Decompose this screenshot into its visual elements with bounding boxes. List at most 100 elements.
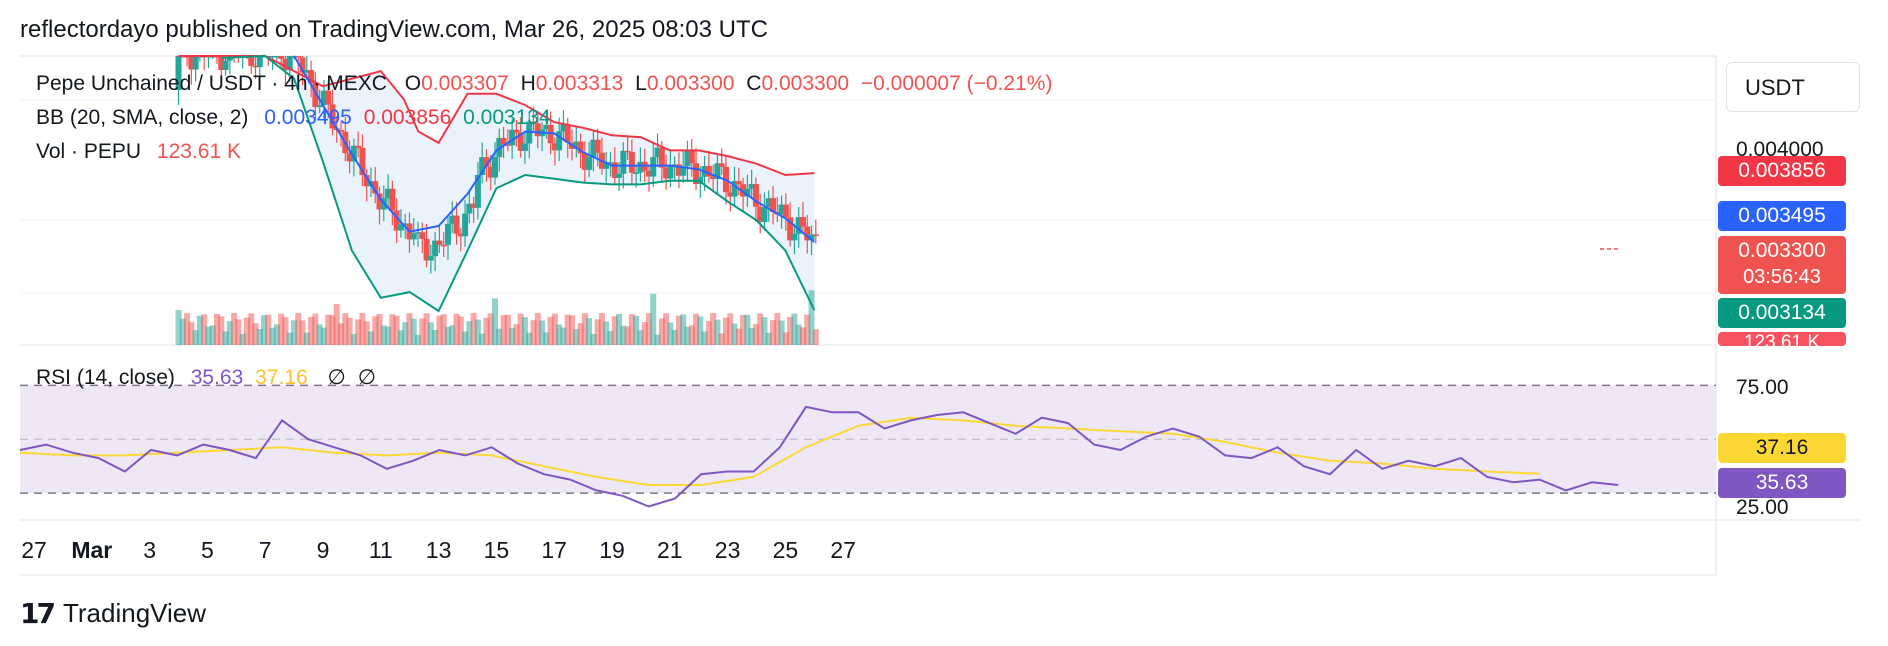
ohlc-high-label: H bbox=[520, 72, 536, 95]
volume-bar bbox=[252, 323, 259, 345]
bb-upper-badge: 0.003856 bbox=[1718, 156, 1846, 186]
vol-value: 123.61 K bbox=[156, 140, 241, 163]
volume-bar bbox=[359, 313, 366, 345]
date-tick: 21 bbox=[657, 537, 683, 563]
candle-body bbox=[299, 57, 306, 73]
volume-bar bbox=[663, 313, 670, 345]
candle-body bbox=[269, 56, 276, 58]
date-tick: 27 bbox=[830, 537, 856, 563]
candle-body bbox=[427, 256, 434, 261]
volume-bar bbox=[243, 317, 250, 345]
candle-body bbox=[795, 217, 802, 234]
volume-bar bbox=[530, 320, 537, 345]
volume-bar bbox=[624, 326, 631, 345]
volume-bar bbox=[218, 316, 225, 345]
rsi-tick-top: 75.00 bbox=[1736, 376, 1789, 399]
candle-body bbox=[248, 56, 255, 66]
candle-body bbox=[697, 176, 704, 185]
candle-body bbox=[509, 129, 516, 146]
candle-body bbox=[586, 156, 593, 170]
rsi-legend[interactable]: RSI (14, close) 35.63 37.16 ∅ ∅ bbox=[36, 365, 382, 390]
tradingview-logo[interactable]: 17 TradingView bbox=[20, 597, 206, 630]
volume-bar bbox=[338, 323, 345, 345]
volume-bar bbox=[722, 317, 729, 345]
volume-bar bbox=[449, 325, 456, 345]
volume-bar bbox=[410, 318, 417, 345]
symbol-legend: Pepe Unchained / USDT · 4h · MEXC O0.003… bbox=[36, 72, 1058, 96]
rsi-badge: 35.63 bbox=[1718, 468, 1846, 498]
volume-bar bbox=[492, 298, 499, 345]
volume-bar bbox=[423, 313, 430, 345]
volume-legend[interactable]: Vol · PEPU 123.61 K bbox=[36, 140, 247, 164]
candle-body bbox=[320, 90, 327, 105]
candle-body bbox=[705, 166, 712, 177]
candle-body bbox=[757, 206, 764, 222]
ohlc-high-value: 0.003313 bbox=[535, 72, 624, 95]
volume-bar bbox=[432, 329, 439, 345]
candle-body bbox=[804, 226, 811, 241]
volume-bar bbox=[256, 328, 263, 345]
symbol-name[interactable]: Pepe Unchained / USDT · 4h · MEXC bbox=[36, 72, 387, 95]
volume-bar bbox=[787, 316, 794, 345]
rsi-null-2: ∅ bbox=[357, 366, 376, 389]
ohlc-close-value: 0.003300 bbox=[761, 72, 850, 95]
volume-layer bbox=[175, 290, 819, 345]
bb-basis-value: 0.003495 bbox=[264, 106, 352, 129]
volume-bar bbox=[504, 314, 511, 345]
candle-body bbox=[492, 157, 499, 178]
candle-body bbox=[359, 147, 366, 176]
volume-bar bbox=[235, 319, 242, 345]
volume-bar bbox=[209, 325, 216, 345]
candle-body bbox=[581, 153, 588, 170]
candle-body bbox=[402, 223, 409, 225]
volume-bar bbox=[688, 325, 695, 345]
volume-bar bbox=[603, 321, 610, 345]
ohlc-close-label: C bbox=[746, 72, 762, 95]
volume-bar bbox=[201, 314, 208, 345]
candle-body bbox=[620, 150, 627, 174]
volume-bar bbox=[282, 317, 289, 345]
candle-body bbox=[466, 203, 473, 214]
volume-bar bbox=[325, 314, 332, 345]
volume-bar bbox=[346, 317, 353, 345]
ohlc-low-label: L bbox=[635, 72, 647, 95]
volume-bar bbox=[184, 313, 191, 345]
last-price-value: 0.003300 bbox=[1738, 239, 1826, 262]
candle-body bbox=[761, 206, 768, 222]
candle-body bbox=[573, 141, 580, 149]
candle-body bbox=[654, 147, 661, 158]
candle-body bbox=[765, 198, 772, 207]
candle-body bbox=[684, 149, 691, 167]
candle-body bbox=[479, 157, 486, 176]
volume-bar bbox=[791, 313, 798, 345]
volume-bar bbox=[539, 320, 546, 345]
volume-bar bbox=[312, 313, 319, 345]
bb-basis-badge: 0.003495 bbox=[1718, 201, 1846, 231]
bb-legend[interactable]: BB (20, SMA, close, 2) 0.003495 0.003856… bbox=[36, 106, 557, 130]
candle-body bbox=[710, 176, 717, 179]
volume-bar bbox=[470, 313, 477, 345]
volume-bar bbox=[231, 313, 238, 345]
volume-bar bbox=[598, 313, 605, 345]
candle-body bbox=[616, 173, 623, 178]
volume-bar bbox=[308, 317, 315, 345]
candle-body bbox=[453, 215, 460, 234]
date-tick: 9 bbox=[316, 537, 330, 563]
candle-body bbox=[624, 150, 631, 153]
volume-bar bbox=[577, 323, 584, 345]
candle-body bbox=[504, 144, 511, 146]
candle-body bbox=[363, 175, 370, 187]
candle-body bbox=[474, 175, 481, 208]
candle-body bbox=[637, 161, 644, 173]
volume-bar bbox=[547, 316, 554, 345]
volume-bar bbox=[637, 330, 644, 345]
currency-selector[interactable]: USDT bbox=[1726, 62, 1860, 112]
candle-body bbox=[543, 124, 550, 130]
bb-basis-line bbox=[293, 55, 815, 243]
candle-body bbox=[188, 56, 195, 70]
volume-bar bbox=[479, 333, 486, 345]
ohlc-change: −0.000007 (−0.21%) bbox=[860, 72, 1053, 95]
volume-bar bbox=[628, 314, 635, 345]
volume-bar bbox=[569, 315, 576, 345]
